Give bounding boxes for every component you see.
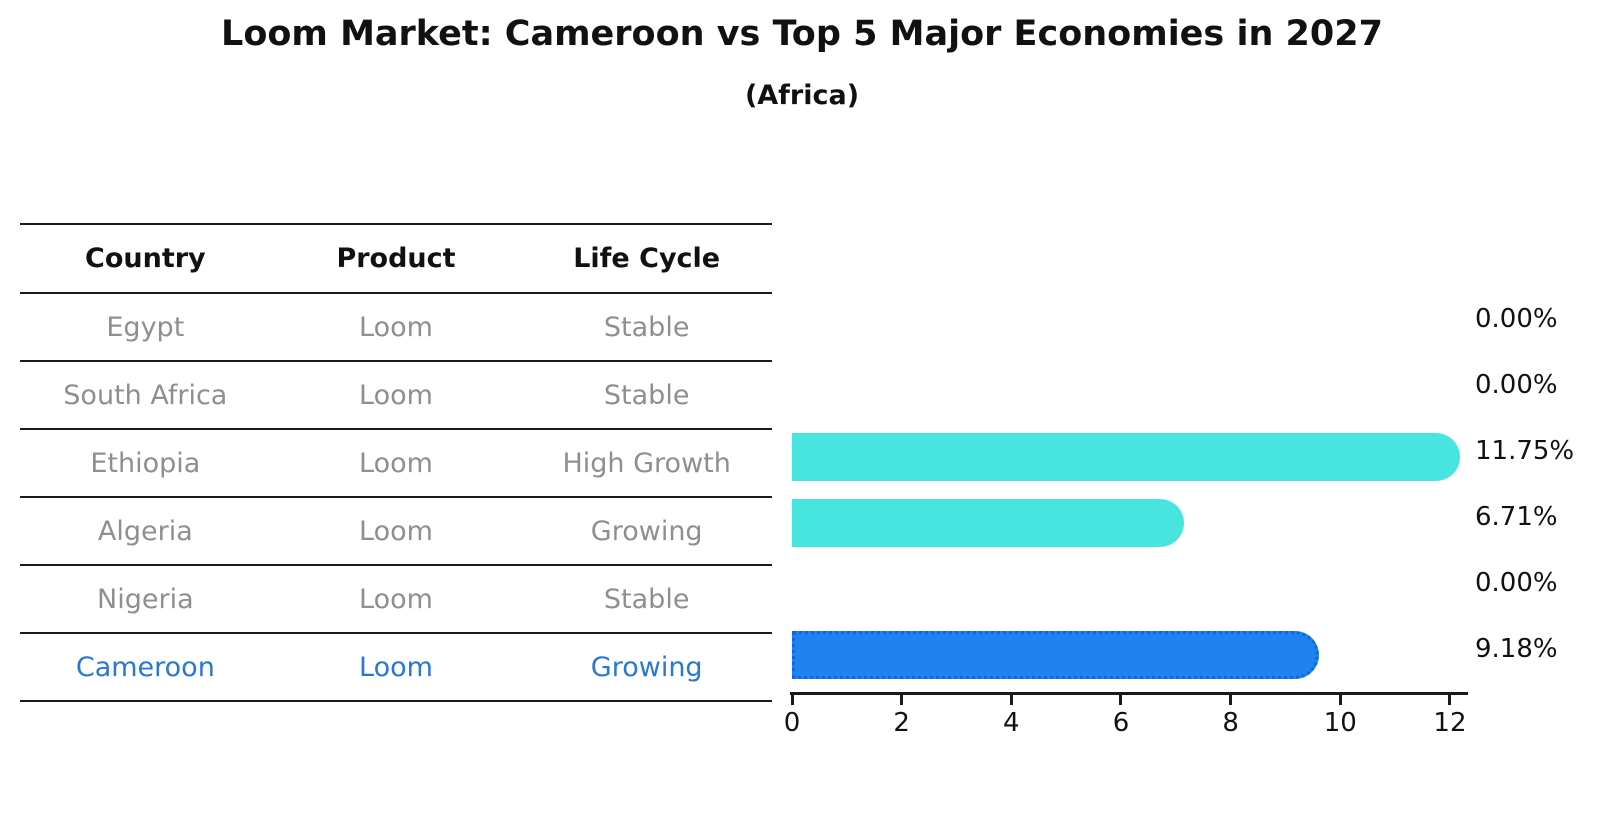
x-tick-label-12: 12 [1433,708,1467,738]
table-row-ethiopia: Ethiopia Loom High Growth [20,430,772,498]
cell-life-cycle: Stable [603,311,690,343]
cell-product: Loom [359,583,433,615]
table-row-algeria: Algeria Loom Growing [20,498,772,566]
cell-country: Cameroon [75,651,215,683]
x-tick-label-4: 4 [1003,708,1020,738]
cell-product: Loom [359,447,433,479]
cell-country: South Africa [63,379,228,411]
value-label-south-africa: 0.00% [1475,370,1558,400]
cell-country: Egypt [106,311,185,343]
cell-life-cycle: High Growth [562,447,731,479]
x-tick-2 [900,695,904,705]
x-tick-label-2: 2 [893,708,910,738]
cell-life-cycle: Stable [603,583,690,615]
cell-life-cycle: Stable [603,379,690,411]
cell-country: Algeria [97,515,193,547]
header-cell-product: Product [336,243,456,274]
table-header-row: Country Product Life Cycle [20,223,772,294]
table-row-cameroon: Cameroon Loom Growing [20,634,772,702]
x-tick-label-8: 8 [1222,708,1239,738]
x-tick-label-0: 0 [783,708,801,738]
x-tick-label-10: 10 [1323,708,1357,738]
cell-life-cycle: Growing [590,651,703,683]
cell-product: Loom [359,515,433,547]
cell-product: Loom [359,311,433,343]
x-tick-4 [1009,695,1013,705]
value-label-ethiopia: 11.75% [1475,436,1575,466]
bar-algeria [792,499,1184,547]
cell-product: Loom [359,651,433,683]
table-row-south-africa: South Africa Loom Stable [20,362,772,430]
chart-subtitle: (Africa) [744,80,860,111]
cell-life-cycle: Growing [590,515,703,547]
x-tick-0 [790,695,794,705]
cell-product: Loom [359,379,433,411]
x-tick-6 [1119,695,1123,705]
table-row-egypt: Egypt Loom Stable [20,294,772,362]
value-label-egypt: 0.00% [1475,304,1558,334]
x-tick-8 [1229,695,1233,705]
header-cell-country: Country [85,243,206,274]
value-label-algeria: 6.71% [1475,502,1558,532]
header-cell-life-cycle: Life Cycle [573,243,721,274]
cell-country: Nigeria [97,583,194,615]
x-tick-10 [1338,695,1342,705]
cell-country: Ethiopia [90,447,201,479]
x-axis-line [790,692,1468,695]
x-tick-12 [1448,695,1452,705]
chart-title: Loom Market: Cameroon vs Top 5 Major Eco… [221,14,1383,54]
value-label-cameroon: 9.18% [1475,634,1558,664]
bar-cameroon [792,631,1319,679]
table-row-nigeria: Nigeria Loom Stable [20,566,772,634]
value-label-nigeria: 0.00% [1475,568,1558,598]
summary-table: Country Product Life Cycle Egypt Loom Stable S… [20,223,772,702]
x-tick-label-6: 6 [1112,708,1130,738]
bar-ethiopia [792,433,1460,481]
